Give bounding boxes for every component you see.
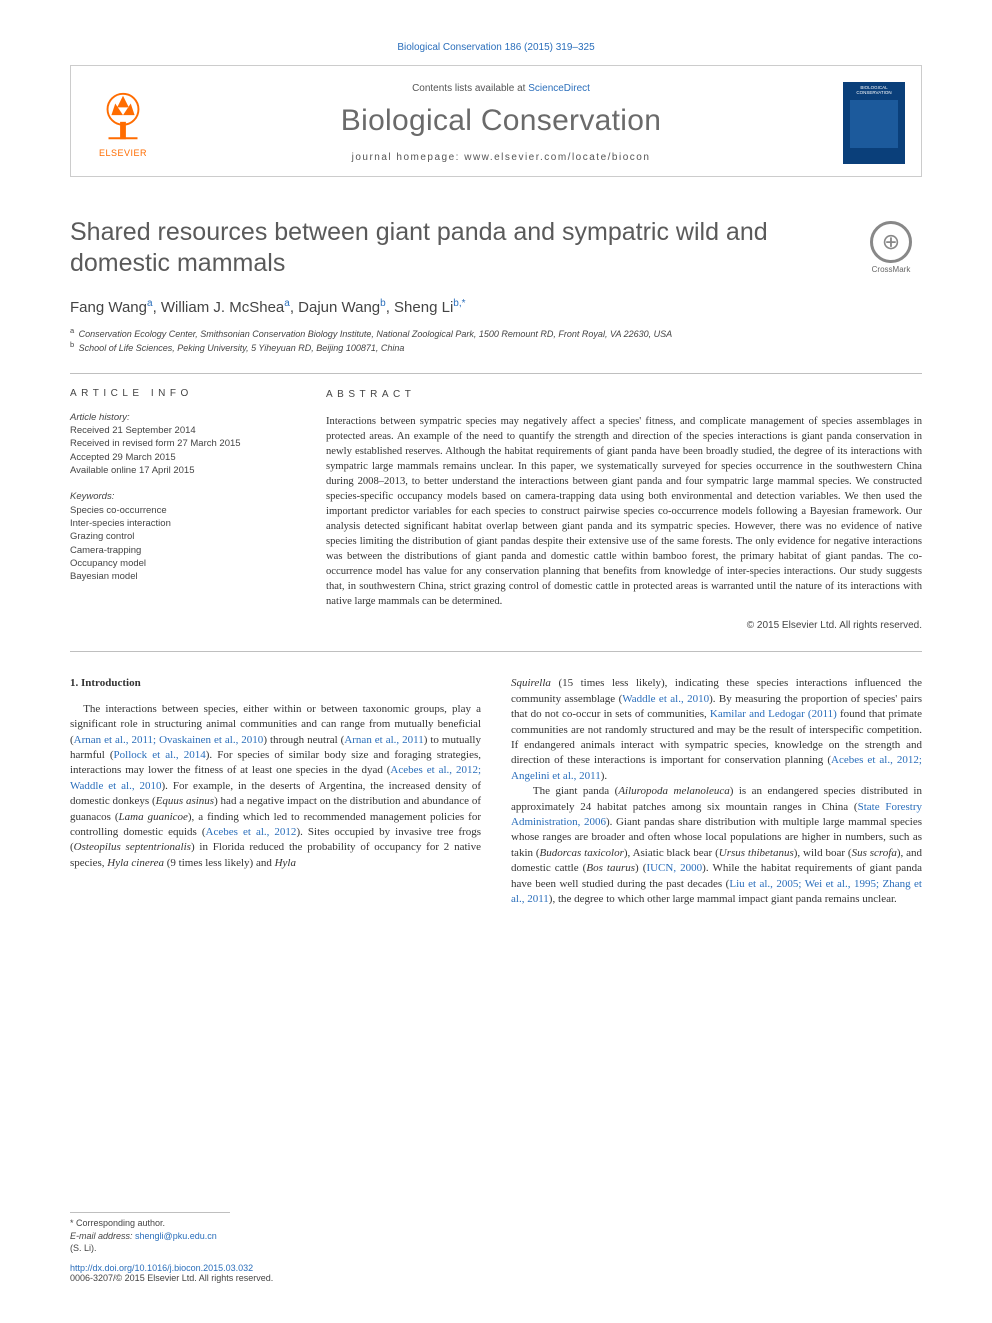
publisher-name: ELSEVIER	[99, 148, 147, 158]
doi-value: 10.1016/j.biocon.2015.03.032	[135, 1263, 254, 1273]
journal-name: Biological Conservation	[173, 104, 829, 138]
crossmark-badge[interactable]: ⊕ CrossMark	[860, 221, 922, 277]
history-label: Article history:	[70, 411, 292, 424]
affiliations: a Conservation Ecology Center, Smithsoni…	[70, 326, 922, 355]
keyword-line: Species co-occurrence	[70, 504, 292, 517]
email-suffix: (S. Li).	[70, 1243, 97, 1253]
affiliation-line: b School of Life Sciences, Peking Univer…	[70, 340, 922, 355]
corresponding-footnote: * Corresponding author. E-mail address: …	[70, 1212, 230, 1255]
abstract-head: ABSTRACT	[326, 388, 922, 402]
contents-line: Contents lists available at ScienceDirec…	[173, 83, 829, 94]
keyword-line: Occupancy model	[70, 557, 292, 570]
history-line: Received 21 September 2014	[70, 424, 292, 437]
contents-prefix: Contents lists available at	[412, 83, 528, 94]
email-link[interactable]: shengli@pku.edu.cn	[135, 1231, 217, 1241]
crossmark-label: CrossMark	[872, 265, 911, 274]
corr-author: * Corresponding author.	[70, 1217, 230, 1230]
keyword-line: Inter-species interaction	[70, 517, 292, 530]
abstract-text: Interactions between sympatric species m…	[326, 414, 922, 609]
sciencedirect-link[interactable]: ScienceDirect	[528, 83, 590, 94]
elsevier-tree-icon	[94, 88, 152, 146]
authors-line: Fang Wanga, William J. McSheaa, Dajun Wa…	[70, 298, 922, 316]
homepage-prefix: journal homepage:	[352, 152, 465, 163]
keyword-line: Camera-trapping	[70, 544, 292, 557]
issn-copyright: 0006-3207/© 2015 Elsevier Ltd. All right…	[70, 1273, 273, 1283]
keyword-line: Bayesian model	[70, 570, 292, 583]
cover-thumb-body	[850, 100, 898, 148]
article-title: Shared resources between giant panda and…	[70, 217, 820, 280]
history-line: Accepted 29 March 2015	[70, 451, 292, 464]
article-info-head: ARTICLE INFO	[70, 388, 292, 399]
keywords-label: Keywords:	[70, 490, 292, 503]
body-paragraph-left: The interactions between species, either…	[70, 702, 481, 871]
publisher-logo: ELSEVIER	[87, 80, 159, 166]
body-paragraph-right: Squirella (15 times less likely), indica…	[511, 676, 922, 907]
email-label: E-mail address:	[70, 1231, 135, 1241]
running-head: Biological Conservation 186 (2015) 319–3…	[70, 42, 922, 53]
doi-link[interactable]: http://dx.doi.org/10.1016/j.biocon.2015.…	[70, 1263, 253, 1273]
history-line: Available online 17 April 2015	[70, 464, 292, 477]
journal-cover-thumb: BIOLOGICAL CONSERVATION	[843, 82, 905, 164]
affiliation-line: a Conservation Ecology Center, Smithsoni…	[70, 326, 922, 341]
homepage-line: journal homepage: www.elsevier.com/locat…	[173, 152, 829, 163]
divider	[70, 651, 922, 652]
abstract-copyright: © 2015 Elsevier Ltd. All rights reserved…	[326, 619, 922, 633]
history-lines: Received 21 September 2014Received in re…	[70, 424, 292, 477]
doi-prefix: http://dx.doi.org/	[70, 1263, 135, 1273]
cover-thumb-title: BIOLOGICAL CONSERVATION	[847, 86, 901, 96]
journal-masthead: ELSEVIER Contents lists available at Sci…	[70, 65, 922, 177]
crossmark-icon: ⊕	[870, 221, 912, 263]
history-line: Received in revised form 27 March 2015	[70, 437, 292, 450]
section-title: 1. Introduction	[70, 676, 481, 691]
homepage-url[interactable]: www.elsevier.com/locate/biocon	[464, 152, 650, 163]
keyword-lines: Species co-occurrenceInter-species inter…	[70, 504, 292, 584]
keyword-line: Grazing control	[70, 530, 292, 543]
divider	[70, 373, 922, 374]
